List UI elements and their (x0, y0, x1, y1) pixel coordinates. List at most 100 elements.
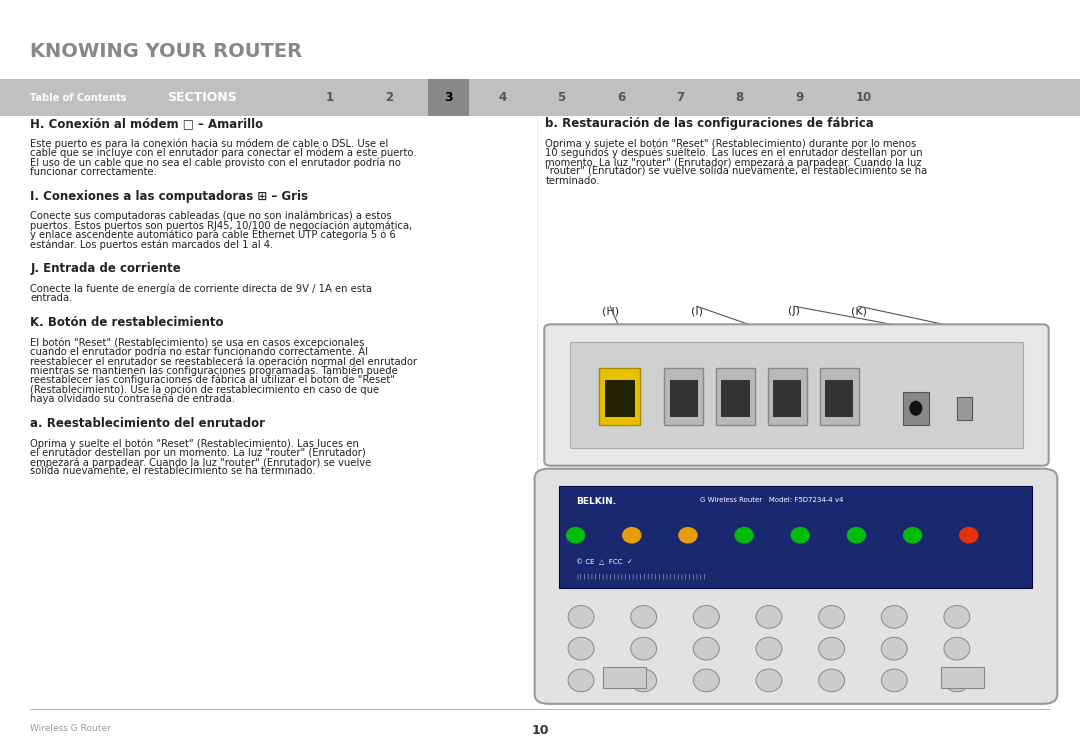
Ellipse shape (959, 527, 978, 544)
Ellipse shape (819, 669, 845, 692)
Text: reestablecer el enrutador se reestablecerá la operación normal del enrutador: reestablecer el enrutador se reestablece… (30, 356, 417, 367)
Text: haya olvidado su contraseña de entrada.: haya olvidado su contraseña de entrada. (30, 394, 235, 404)
Text: Wireless G Router: Wireless G Router (30, 724, 111, 733)
Text: 10: 10 (531, 724, 549, 737)
Bar (605, 380, 635, 417)
Bar (941, 667, 984, 688)
FancyBboxPatch shape (535, 469, 1057, 704)
Text: 4: 4 (498, 91, 507, 104)
Ellipse shape (568, 606, 594, 628)
Text: 5: 5 (557, 91, 566, 104)
Text: 6: 6 (617, 91, 625, 104)
Ellipse shape (819, 637, 845, 660)
Bar (428, 79, 469, 116)
Text: Oprima y sujete el botón "Reset" (Restablecimiento) durante por lo menos: Oprima y sujete el botón "Reset" (Restab… (545, 138, 917, 149)
Text: Este puerto es para la conexión hacia su módem de cable o DSL. Use el: Este puerto es para la conexión hacia su… (30, 138, 389, 149)
Ellipse shape (622, 527, 642, 544)
Text: Conecte la fuente de energía de corriente directa de 9V / 1A en esta: Conecte la fuente de energía de corrient… (30, 284, 373, 294)
Text: BELKIN.: BELKIN. (576, 497, 616, 507)
Text: El botón "Reset" (Restablecimiento) se usa en casos excepcionales: El botón "Reset" (Restablecimiento) se u… (30, 337, 365, 348)
Bar (721, 380, 750, 417)
Ellipse shape (693, 669, 719, 692)
Ellipse shape (881, 606, 907, 628)
Text: sólida nuevamente, el restablecimiento se ha terminado.: sólida nuevamente, el restablecimiento s… (30, 466, 315, 476)
Text: entrada.: entrada. (30, 293, 72, 303)
Text: cable que se incluye con el enrutador para conectar el módem a este puerto.: cable que se incluye con el enrutador pa… (30, 148, 417, 158)
FancyBboxPatch shape (544, 324, 1049, 466)
Bar (825, 380, 853, 417)
Bar (0, 79, 1080, 116)
Bar (716, 368, 755, 425)
Ellipse shape (881, 637, 907, 660)
Text: (I): (I) (690, 306, 703, 316)
Text: terminado.: terminado. (545, 176, 599, 186)
Bar (570, 342, 1023, 448)
Text: b. Restauración de las configuraciones de fábrica: b. Restauración de las configuraciones d… (545, 117, 874, 130)
Text: puertos. Estos puertos son puertos RJ45, 10/100 de negociación automática,: puertos. Estos puertos son puertos RJ45,… (30, 220, 413, 231)
Text: 10 segundos y después suéltelo. Las luces en el enrutador destellan por un: 10 segundos y después suéltelo. Las luce… (545, 148, 923, 158)
Text: G Wireless Router   Model: F5D7234-4 v4: G Wireless Router Model: F5D7234-4 v4 (700, 497, 843, 503)
Ellipse shape (568, 637, 594, 660)
Text: 7: 7 (676, 91, 685, 104)
Ellipse shape (568, 669, 594, 692)
Ellipse shape (847, 527, 866, 544)
Ellipse shape (944, 637, 970, 660)
Ellipse shape (693, 637, 719, 660)
Text: (Restablecimiento). Use la opción de restablecimiento en caso de que: (Restablecimiento). Use la opción de res… (30, 384, 379, 395)
Ellipse shape (631, 637, 657, 660)
Text: I. Conexiones a las computadoras ⊞ – Gris: I. Conexiones a las computadoras ⊞ – Gri… (30, 190, 308, 203)
Ellipse shape (734, 527, 754, 544)
Ellipse shape (909, 401, 922, 416)
Text: KNOWING YOUR ROUTER: KNOWING YOUR ROUTER (30, 42, 302, 60)
Bar (903, 392, 929, 425)
Ellipse shape (881, 669, 907, 692)
Text: H. Conexión al módem □ – Amarillo: H. Conexión al módem □ – Amarillo (30, 117, 264, 130)
Ellipse shape (791, 527, 810, 544)
Text: 10: 10 (855, 91, 873, 104)
Ellipse shape (678, 527, 698, 544)
Text: © CE  △  FCC  ✓: © CE △ FCC ✓ (576, 558, 633, 565)
Ellipse shape (631, 606, 657, 628)
Text: 9: 9 (795, 91, 804, 104)
Bar (599, 368, 640, 425)
Ellipse shape (756, 669, 782, 692)
Text: reestablecer las configuraciones de fábrica al utilizar el botón de "Reset": reestablecer las configuraciones de fábr… (30, 375, 395, 386)
Bar (768, 368, 807, 425)
Ellipse shape (944, 669, 970, 692)
Text: 1: 1 (325, 91, 334, 104)
Text: El uso de un cable que no sea el cable provisto con el enrutador podría no: El uso de un cable que no sea el cable p… (30, 157, 401, 168)
Text: momento. La luz "router" (Enrutador) empezará a parpadear. Cuando la luz: momento. La luz "router" (Enrutador) emp… (545, 157, 922, 168)
Text: K. Botón de restablecimiento: K. Botón de restablecimiento (30, 316, 224, 329)
Text: |||||||||||||||||||||||||||||||||||: ||||||||||||||||||||||||||||||||||| (576, 573, 707, 578)
Ellipse shape (631, 669, 657, 692)
Bar (670, 380, 698, 417)
Text: 2: 2 (384, 91, 393, 104)
Text: "router" (Enrutador) se vuelve sólida nuevamente, el restablecimiento se ha: "router" (Enrutador) se vuelve sólida nu… (545, 167, 928, 177)
Ellipse shape (566, 527, 585, 544)
Text: (H): (H) (602, 306, 619, 316)
Ellipse shape (756, 637, 782, 660)
Text: el enrutador destellan por un momento. La luz "router" (Enrutador): el enrutador destellan por un momento. L… (30, 448, 366, 457)
Text: Oprima y suelte el botón "Reset" (Restablecimiento). Las luces en: Oprima y suelte el botón "Reset" (Restab… (30, 438, 360, 448)
Text: empezará a parpadear. Cuando la luz "router" (Enrutador) se vuelve: empezará a parpadear. Cuando la luz "rou… (30, 457, 372, 467)
Text: estándar. Los puertos están marcados del 1 al 4.: estándar. Los puertos están marcados del… (30, 239, 273, 249)
Text: SECTIONS: SECTIONS (167, 91, 238, 104)
Text: y enlace ascendente automático para cable Ethernet UTP categoría 5 ó 6: y enlace ascendente automático para cabl… (30, 230, 396, 240)
Bar (559, 486, 1032, 588)
Text: Table of Contents: Table of Contents (30, 92, 126, 103)
Ellipse shape (944, 606, 970, 628)
Text: funcionar correctamente.: funcionar correctamente. (30, 167, 157, 177)
Bar (820, 368, 859, 425)
Text: mientras se mantienen las configuraciones programadas. También puede: mientras se mantienen las configuracione… (30, 365, 399, 376)
Text: Conecte sus computadoras cableadas (que no son inalámbricas) a estos: Conecte sus computadoras cableadas (que … (30, 211, 392, 222)
Bar (773, 380, 801, 417)
Ellipse shape (819, 606, 845, 628)
Bar (957, 397, 972, 420)
Text: 8: 8 (735, 91, 744, 104)
Ellipse shape (903, 527, 922, 544)
Text: (J): (J) (787, 306, 800, 316)
Text: J. Entrada de corriente: J. Entrada de corriente (30, 262, 181, 275)
Ellipse shape (693, 606, 719, 628)
Ellipse shape (756, 606, 782, 628)
Text: cuando el enrutador podría no estar funcionando correctamente. Al: cuando el enrutador podría no estar func… (30, 346, 368, 357)
